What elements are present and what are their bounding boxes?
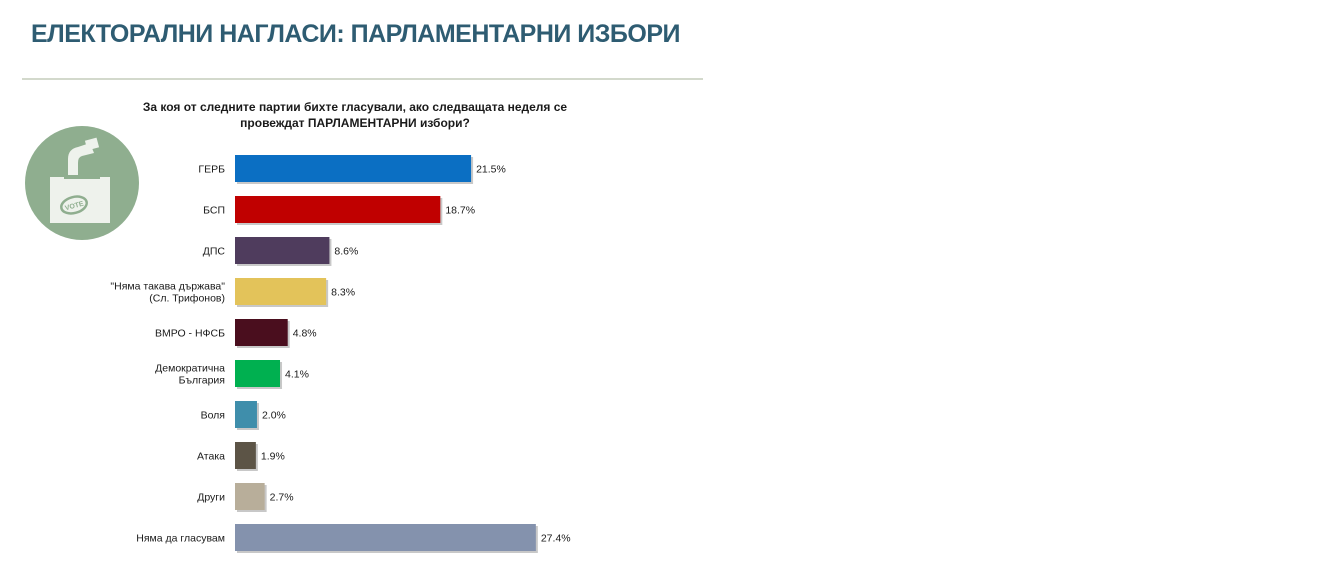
bar-5 — [235, 319, 288, 346]
value-label-3: 8.6% — [334, 246, 358, 258]
bar-6 — [235, 360, 281, 387]
value-label-7: 2.0% — [262, 410, 286, 422]
value-label-6: 4.1% — [285, 369, 309, 381]
bar-2 — [235, 196, 441, 223]
value-label-5: 4.8% — [293, 328, 317, 340]
ballot-vote-text: VOTE — [64, 201, 85, 213]
chart-title-line-1: За коя от следните партии бихте гласувал… — [142, 100, 568, 114]
bar-4 — [235, 278, 327, 305]
value-label-4: 8.3% — [331, 287, 355, 299]
category-label-2: БСП — [203, 205, 225, 217]
bar-3 — [235, 237, 330, 264]
category-label-6: Демократична България — [155, 363, 225, 387]
value-label-2: 18.7% — [445, 205, 475, 217]
bar-1 — [235, 155, 472, 182]
chart-title-line-2: провеждат ПАРЛАМЕНТАРНИ избори? — [240, 116, 470, 130]
value-label-8: 1.9% — [261, 451, 285, 463]
category-label-4: "Няма такава държава" (Сл. Трифонов) — [110, 281, 225, 305]
value-label-9: 2.7% — [270, 492, 294, 504]
bar-9 — [235, 483, 265, 510]
bar-7 — [235, 401, 257, 428]
bar-8 — [235, 442, 256, 469]
value-label-1: 21.5% — [476, 164, 506, 176]
category-label-3: ДПС — [203, 246, 226, 258]
category-label-8: Атака — [197, 451, 225, 463]
chart-title: За коя от следните партии бихте гласувал… — [110, 99, 600, 131]
ballot-box-icon: VOTE — [25, 126, 139, 240]
category-label-1: ГЕРБ — [198, 164, 225, 176]
category-label-10: Няма да гласувам — [136, 533, 225, 545]
bar-10 — [235, 524, 536, 551]
category-label-9: Други — [197, 492, 225, 504]
category-label-7: Воля — [201, 410, 225, 422]
category-label-5: ВМРО - НФСБ — [155, 328, 225, 340]
value-label-10: 27.4% — [541, 533, 571, 545]
page-title: ЕЛЕКТОРАЛНИ НАГЛАСИ: ПАРЛАМЕНТАРНИ ИЗБОР… — [31, 20, 681, 48]
title-divider — [22, 78, 703, 80]
